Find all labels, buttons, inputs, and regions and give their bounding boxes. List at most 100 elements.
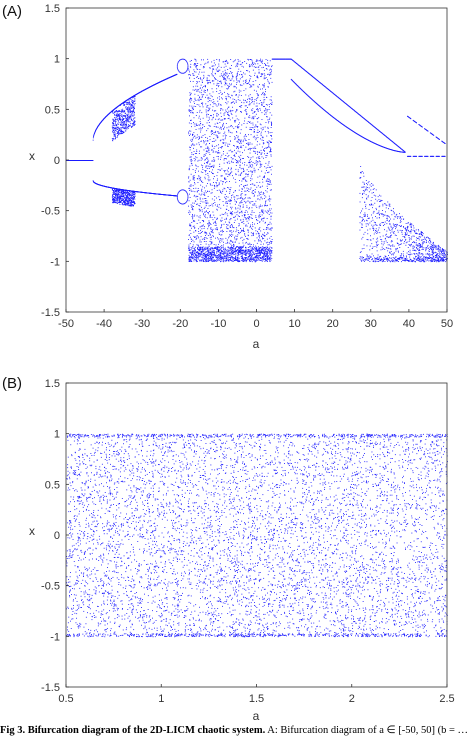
data-point: [196, 129, 197, 130]
data-point: [244, 233, 245, 234]
data-point: [266, 170, 267, 171]
data-point: [214, 252, 215, 253]
data-point: [251, 201, 252, 202]
data-point: [249, 71, 250, 72]
data-point: [214, 260, 215, 261]
data-point: [259, 236, 260, 237]
data-point: [195, 172, 196, 173]
data-point: [268, 131, 269, 132]
data-point: [191, 228, 192, 229]
data-point: [235, 242, 236, 243]
data-point: [178, 61, 179, 62]
data-point: [230, 255, 231, 256]
data-point: [231, 208, 232, 209]
data-point: [255, 147, 256, 148]
data-point: [232, 207, 233, 208]
data-point: [219, 170, 220, 171]
data-point: [235, 236, 236, 237]
data-point: [259, 103, 260, 104]
data-point: [200, 79, 201, 80]
data-point: [202, 172, 203, 173]
data-point: [133, 116, 134, 117]
data-point: [260, 194, 261, 195]
data-point: [126, 127, 127, 128]
data-point: [197, 65, 198, 66]
data-point: [258, 256, 259, 257]
data-point: [251, 134, 252, 135]
data-point: [205, 259, 206, 260]
data-point: [177, 67, 178, 68]
data-point: [247, 188, 248, 189]
data-point: [129, 102, 130, 103]
data-point: [232, 75, 233, 76]
data-point: [194, 90, 195, 91]
data-point: [202, 169, 203, 170]
data-point: [256, 158, 257, 159]
data-point: [263, 250, 264, 251]
data-point: [199, 81, 200, 82]
data-point: [267, 259, 268, 260]
data-point: [222, 146, 223, 147]
data-point: [130, 98, 131, 99]
data-point: [117, 119, 118, 120]
data-point: [222, 189, 223, 190]
data-point: [118, 200, 119, 201]
data-point: [263, 193, 264, 194]
data-point: [226, 66, 227, 67]
data-point: [205, 248, 206, 249]
data-point: [234, 136, 235, 137]
data-point: [236, 195, 237, 196]
data-point: [238, 124, 239, 125]
data-point: [116, 117, 117, 118]
data-point: [259, 176, 260, 177]
data-point: [121, 129, 122, 130]
data-point: [188, 74, 189, 75]
data-point: [228, 254, 229, 255]
data-point: [206, 170, 207, 171]
data-point: [192, 208, 193, 209]
data-point: [265, 203, 266, 204]
data-point: [132, 126, 133, 127]
data-point: [124, 121, 125, 122]
data-point: [250, 251, 251, 252]
data-point: [201, 257, 202, 258]
data-point: [215, 256, 216, 257]
data-point: [262, 156, 263, 157]
data-point: [194, 106, 195, 107]
data-point: [260, 206, 261, 207]
data-point: [226, 96, 227, 97]
data-point: [123, 103, 124, 104]
data-point: [257, 108, 258, 109]
data-point: [265, 91, 266, 92]
data-point: [260, 192, 261, 193]
data-point: [268, 74, 269, 75]
data-point: [267, 256, 268, 257]
data-point: [223, 261, 224, 262]
data-point: [131, 197, 132, 198]
data-point: [252, 174, 253, 175]
data-point: [211, 161, 212, 162]
data-point: [235, 138, 236, 139]
data-point: [122, 109, 123, 110]
data-point: [178, 70, 179, 71]
data-point: [259, 252, 260, 253]
data-point: [216, 259, 217, 260]
data-point: [226, 196, 227, 197]
data-point: [230, 132, 231, 133]
data-point: [248, 253, 249, 254]
data-point: [190, 110, 191, 111]
data-point: [189, 190, 190, 191]
data-point: [237, 255, 238, 256]
data-point: [197, 204, 198, 205]
data-point: [198, 228, 199, 229]
data-point: [113, 196, 114, 197]
data-point: [235, 112, 236, 113]
data-point: [232, 107, 233, 108]
data-point: [235, 66, 236, 67]
data-point: [235, 159, 236, 160]
data-point: [272, 82, 273, 83]
data-point: [198, 182, 199, 183]
data-point: [133, 103, 134, 104]
data-point: [271, 70, 272, 71]
data-point: [271, 96, 272, 97]
